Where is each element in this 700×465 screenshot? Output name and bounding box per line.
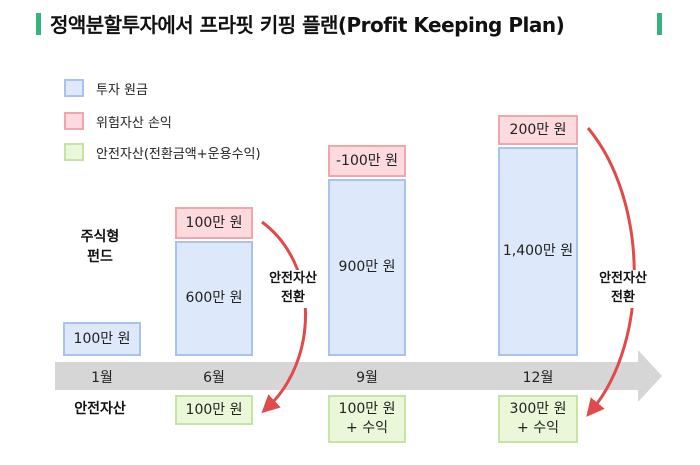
gain-box-jun: 100만 원 (175, 207, 253, 239)
row-label-safe-asset: 안전자산 (74, 401, 126, 417)
gain-box-dec: 200만 원 (498, 115, 578, 145)
title-accent-left (36, 13, 41, 35)
safe-asset-box-sep: 100만 원 + 수익 (328, 395, 406, 443)
page-title: 정액분할투자에서 프라핏 키핑 플랜(Profit Keeping Plan) (50, 13, 565, 37)
transfer-label-dec: 안전자산 전환 (592, 270, 654, 308)
title-accent-right (657, 13, 662, 35)
transfer-arrow-jun (261, 220, 307, 414)
row-label-stock-fund: 주식형 펀드 (80, 229, 120, 265)
legend-item-safe-asset: 안전자산(전환금액+운용수익) (64, 142, 261, 162)
timeline-label-jan: 1월 (91, 370, 113, 386)
principal-box-jun: 600만 원 (175, 241, 253, 356)
safe-asset-box-jun: 100만 원 (175, 395, 253, 425)
safe-asset-box-dec: 300만 원 + 수익 (498, 395, 578, 443)
legend-swatch-safe-asset (64, 143, 84, 161)
timeline-label-dec: 12월 (522, 370, 554, 386)
principal-box-sep: 900만 원 (328, 179, 406, 356)
legend-swatch-principal (64, 79, 84, 97)
principal-box-jan: 100만 원 (63, 322, 141, 356)
transfer-label-jun: 안전자산 전환 (262, 270, 324, 308)
loss-box-sep: -100만 원 (328, 145, 406, 177)
legend-label-safe-asset: 안전자산(전환금액+운용수익) (96, 146, 261, 162)
legend-item-risk-gain: 위험자산 손익 (64, 111, 172, 131)
legend-label-risk-gain: 위험자산 손익 (96, 115, 172, 131)
legend-item-principal: 투자 원금 (64, 78, 148, 98)
timeline-label-jun: 6월 (203, 370, 225, 386)
timeline-label-sep: 9월 (356, 370, 378, 386)
legend-label-principal: 투자 원금 (96, 82, 148, 98)
principal-box-dec: 1,400만 원 (498, 147, 578, 356)
transfer-arrow-dec (586, 127, 636, 417)
legend-swatch-risk-gain (64, 112, 84, 130)
